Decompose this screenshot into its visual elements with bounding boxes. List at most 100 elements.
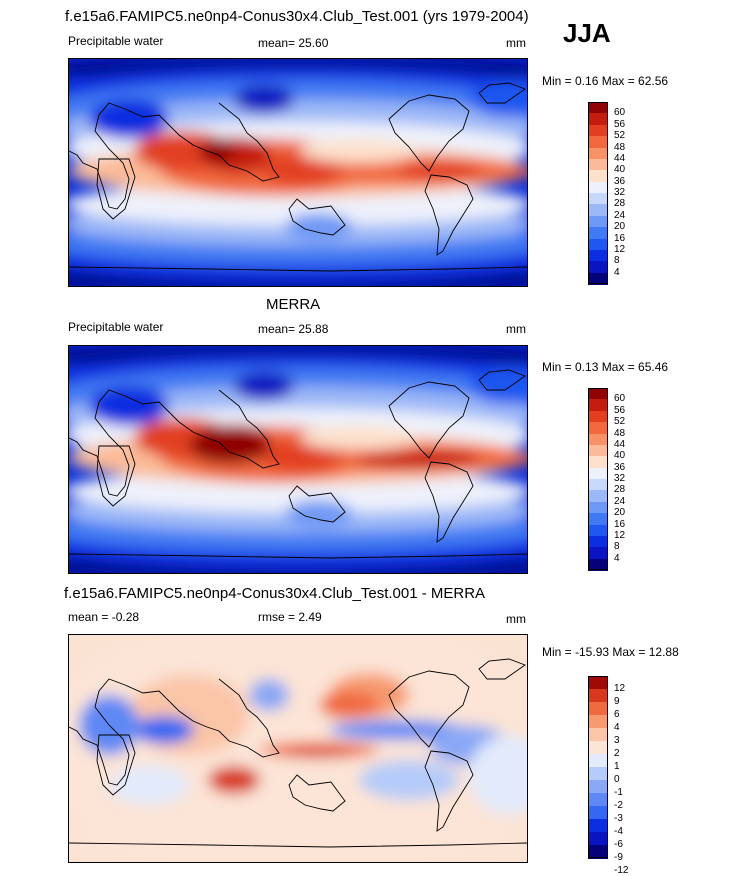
field-contour <box>261 440 341 472</box>
coastline <box>478 369 526 391</box>
coastline <box>69 389 280 497</box>
colorbar-swatch <box>588 832 608 846</box>
coastline <box>69 553 527 559</box>
coastline <box>96 445 136 507</box>
colorbar-tick-label: 32 <box>614 187 626 198</box>
coastline <box>69 842 527 848</box>
panel-obs-minmax: Min = 0.13 Max = 65.46 <box>542 360 669 374</box>
colorbar-swatch <box>588 676 608 690</box>
colorbar-swatch <box>588 181 608 194</box>
colorbar-tick-label: 60 <box>614 107 626 119</box>
coastline <box>96 734 136 796</box>
colorbar-swatch <box>588 524 608 537</box>
colorbar-swatch <box>588 410 608 423</box>
field-contour <box>129 675 249 755</box>
colorbar-tick-label: 28 <box>614 484 626 496</box>
colorbar-tick-label: -6 <box>614 839 623 850</box>
colorbar-swatch <box>588 689 608 703</box>
colorbar-swatch <box>588 715 608 729</box>
field-contour <box>109 765 189 805</box>
coastline <box>69 678 280 786</box>
coastline <box>69 266 527 272</box>
panel-diff-mean: mean = -0.28 <box>68 610 140 624</box>
coastline <box>478 82 526 104</box>
field-contour <box>359 760 459 800</box>
colorbar-tick-label: 8 <box>614 255 620 267</box>
field-contour <box>357 452 477 468</box>
coastline <box>288 485 346 523</box>
colorbar-tick-label: 40 <box>614 164 626 176</box>
colorbar-swatch <box>588 793 608 807</box>
colorbar-tick-label: 6 <box>614 709 620 720</box>
colorbar-swatch <box>588 767 608 781</box>
coastline <box>424 174 474 256</box>
panel-diff-rmse: rmse = 2.49 <box>258 610 322 624</box>
colorbar-tick-label: 3 <box>614 735 620 746</box>
colorbar-tick-label: 56 <box>614 118 626 130</box>
colorbar-tick-label: 24 <box>614 209 626 221</box>
colorbar-tick-label: 52 <box>614 130 626 142</box>
colorbar-tick-label: 20 <box>614 221 626 233</box>
colorbar-swatch <box>588 467 608 480</box>
coastline <box>69 102 280 210</box>
panel-obs-mean: mean= 25.88 <box>258 322 329 336</box>
colorbar-swatch <box>588 238 608 251</box>
colorbar-swatch <box>588 204 608 217</box>
colorbar-tick-label: 12 <box>614 683 626 694</box>
coastline <box>388 94 470 172</box>
panel-obs-variable: Precipitable water <box>68 320 164 334</box>
colorbar-tick-label: 2 <box>614 748 620 759</box>
colorbar-tick-label: -1 <box>614 787 623 798</box>
season-label: JJA <box>563 18 611 48</box>
colorbar-tick-label: 20 <box>614 507 626 519</box>
colorbar-swatch <box>588 433 608 446</box>
colorbar-swatch <box>588 422 608 434</box>
field-contour <box>134 716 194 744</box>
colorbar-swatch <box>588 272 608 285</box>
colorbar-swatch <box>588 479 608 491</box>
coastline <box>288 198 346 236</box>
coastline <box>424 461 474 543</box>
panel-model-units: mm <box>506 36 526 50</box>
colorbar-tick-label: 56 <box>614 404 626 416</box>
colorbar-swatch <box>588 702 608 716</box>
colorbar-swatch <box>588 113 608 126</box>
field-contour <box>189 428 269 464</box>
panel-obs-map <box>68 345 528 574</box>
figure-title: f.e15a6.FAMIPC5.ne0np4-Conus30x4.Club_Te… <box>65 8 529 25</box>
colorbar-swatch <box>588 754 608 768</box>
field-contour <box>469 368 527 404</box>
colorbar-tick-label: 52 <box>614 416 626 428</box>
colorbar-swatch <box>588 124 608 137</box>
colorbar-tick-label: 0 <box>614 774 620 785</box>
colorbar-tick-label: -3 <box>614 813 623 824</box>
field-contour <box>199 139 235 163</box>
colorbar-swatch <box>588 558 608 571</box>
colorbar-tick-label: 16 <box>614 518 626 530</box>
colorbar-swatch <box>588 845 608 859</box>
field-contour <box>299 426 419 450</box>
colorbar-tick-label: 40 <box>614 450 626 462</box>
colorbar-swatch <box>588 444 608 457</box>
colorbar-tick-label: 36 <box>614 175 626 187</box>
colorbar-swatch <box>588 388 608 400</box>
colorbar-swatch <box>588 261 608 274</box>
field-contour <box>469 81 527 117</box>
coastline <box>388 381 470 459</box>
field-contour <box>234 85 294 113</box>
colorbar-tick-label: 32 <box>614 473 626 484</box>
coastline <box>478 658 526 680</box>
colorbar-tick-label: 1 <box>614 761 620 772</box>
field-contour <box>329 720 469 740</box>
field-contour <box>285 213 353 241</box>
colorbar-swatch <box>588 399 608 412</box>
colorbar-tick-label: 4 <box>614 266 620 278</box>
field-contour <box>469 735 527 815</box>
colorbar-tick-label: 8 <box>614 541 620 553</box>
colorbar-swatch <box>588 136 608 148</box>
colorbar-swatch <box>588 456 608 469</box>
colorbar-swatch <box>588 490 608 503</box>
colorbar-tick-label: -4 <box>614 826 623 837</box>
field-contour <box>283 748 355 758</box>
colorbar-tick-label: 36 <box>614 461 626 473</box>
